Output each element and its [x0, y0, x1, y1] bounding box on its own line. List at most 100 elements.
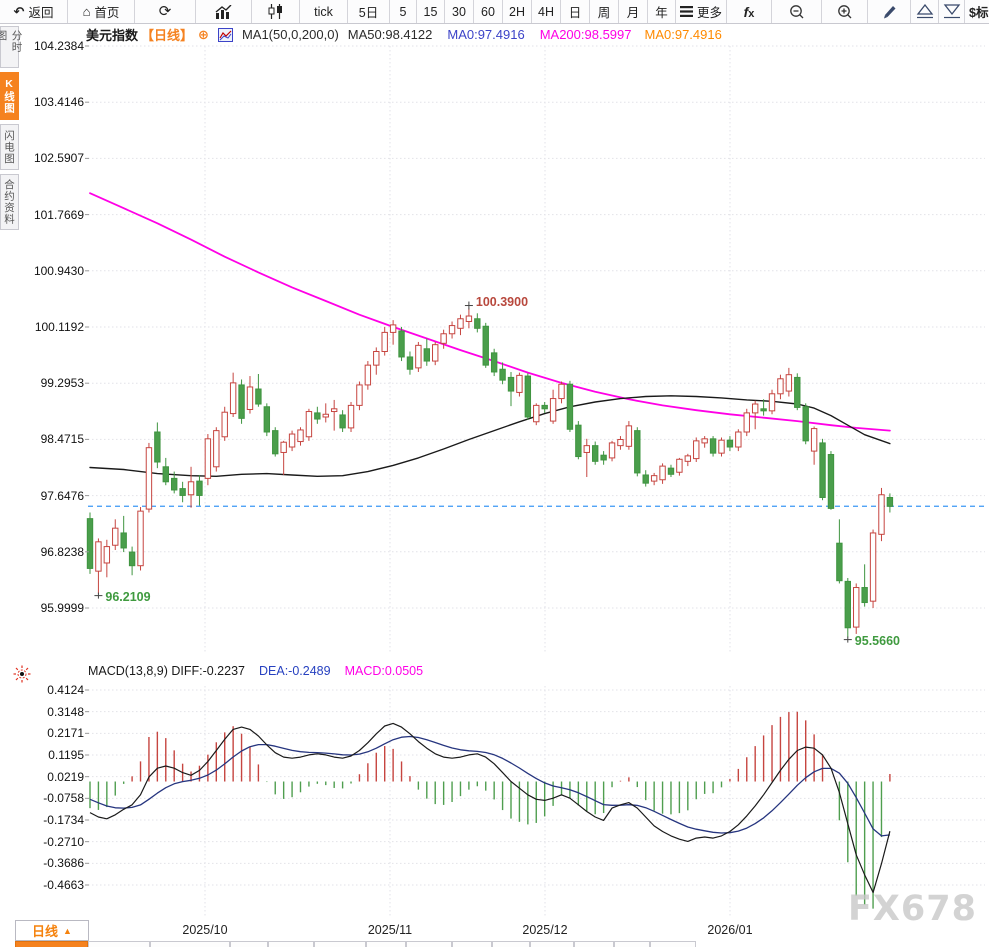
dropdown-arrow-icon: ▲	[63, 925, 72, 936]
tick-label: tick	[314, 4, 333, 19]
bottom-tab[interactable]	[314, 941, 366, 947]
price-axis-label: 96.8238	[40, 544, 84, 559]
area-chart-button[interactable]	[196, 0, 252, 23]
home-label: 首页	[94, 6, 120, 20]
period-5-label: 5	[399, 4, 407, 19]
pencil-icon	[881, 4, 897, 19]
triangle-up-icon	[916, 4, 934, 19]
bottom-tab[interactable]	[406, 941, 452, 947]
period-30-label: 30	[452, 4, 466, 19]
price-low-label: 95.5660	[854, 633, 900, 648]
period-4h-label: 4H	[538, 4, 554, 19]
bottom-tab[interactable]	[492, 941, 530, 947]
zoom-in-button[interactable]	[822, 0, 868, 23]
macd-axis-label: 0.1195	[48, 748, 84, 762]
tick-button[interactable]: tick	[300, 0, 348, 23]
period-5day-button[interactable]: 5日	[348, 0, 390, 23]
period-day-button[interactable]: 日	[561, 0, 590, 23]
macd-axis-label: -0.1734	[43, 813, 84, 827]
hamburger-icon	[679, 6, 693, 17]
triangle-down-button[interactable]	[939, 0, 965, 23]
bottom-tab[interactable]	[574, 941, 614, 947]
period-2h-label: 2H	[509, 4, 525, 19]
more-button[interactable]: 更多	[676, 0, 727, 23]
sidebar-tab-lightning-chart[interactable]: 闪电图	[0, 124, 19, 170]
triangle-down-icon	[943, 4, 961, 19]
ma-settings: MA1(50,0,200,0)	[241, 27, 339, 42]
ma0-orange-value: MA0:97.4916	[644, 27, 722, 42]
date-axis-label: 2025/11	[367, 923, 413, 937]
sidebar-tab-time-chart[interactable]: 分时图	[0, 26, 23, 68]
bottom-tab[interactable]	[452, 941, 492, 947]
ma0-blue-value: MA0:97.4916	[447, 27, 525, 42]
zoom-out-icon	[789, 4, 805, 20]
dollar-tool-button[interactable]: $标	[965, 0, 989, 23]
period-2h-button[interactable]: 2H	[503, 0, 532, 23]
period-30-button[interactable]: 30	[445, 0, 474, 23]
period-5-button[interactable]: 5	[390, 0, 417, 23]
period-60-label: 60	[481, 4, 495, 19]
bottom-tab[interactable]	[150, 941, 230, 947]
period-year-button[interactable]: 年	[648, 0, 676, 23]
period-60-button[interactable]: 60	[474, 0, 503, 23]
bottom-tab[interactable]	[614, 941, 650, 947]
add-indicator-icon[interactable]: ⊕	[198, 26, 209, 42]
price-axis-label: 102.5907	[33, 151, 84, 166]
period-month-label: 月	[626, 6, 640, 20]
macd-axis-label: 0.2171	[47, 726, 84, 741]
period-selector-label: 日线	[32, 924, 59, 939]
period-5day-label: 5日	[358, 6, 379, 20]
zoom-in-icon	[837, 4, 853, 20]
bottom-tab[interactable]	[366, 941, 406, 947]
price-axis-label: 103.4146	[33, 95, 84, 110]
bottom-tab[interactable]	[268, 941, 314, 947]
function-button[interactable]: fx	[727, 0, 772, 23]
line-chart-icon[interactable]	[217, 27, 233, 42]
price-axis-label: 95.9999	[40, 601, 84, 615]
price-axis-label: 97.6476	[40, 488, 84, 503]
period-year-label: 年	[655, 6, 668, 20]
period-month-button[interactable]: 月	[619, 0, 648, 23]
macd-hist-value: MACD:0.0505	[344, 664, 424, 678]
period-selector-dropdown[interactable]: 日线 ▲	[15, 920, 89, 941]
period-4h-button[interactable]: 4H	[532, 0, 561, 23]
macd-params-diff: MACD(13,8,9) DIFF:-0.2237	[88, 664, 245, 678]
indicator-settings-icon[interactable]	[13, 665, 31, 688]
macd-axis-label: 0.4124	[47, 683, 84, 697]
home-button[interactable]: ⌂ 首页	[68, 0, 135, 23]
refresh-button[interactable]: ⟳	[135, 0, 196, 23]
period-15-button[interactable]: 15	[417, 0, 445, 23]
back-button[interactable]: ↶ 返回	[0, 0, 68, 23]
symbol-name: 美元指数	[86, 28, 139, 43]
price-axis-label: 98.4715	[40, 432, 84, 447]
date-axis-label: 2025/12	[522, 923, 568, 937]
price-low-label: 96.2109	[105, 589, 151, 604]
sidebar-tab-contract-info[interactable]: 合约资料	[0, 174, 19, 230]
triangle-up-button[interactable]	[911, 0, 939, 23]
bottom-tab[interactable]	[88, 941, 150, 947]
candlestick-button[interactable]	[252, 0, 300, 23]
period-day-label: 日	[568, 6, 582, 20]
bottom-tab[interactable]	[230, 941, 268, 947]
period-15-label: 15	[423, 4, 438, 19]
function-icon: fx	[743, 3, 755, 20]
draw-button[interactable]	[868, 0, 911, 23]
back-label: 返回	[28, 6, 54, 20]
macd-header: MACD(13,8,9) DIFF:-0.2237 DEA:-0.2489 MA…	[88, 664, 423, 678]
date-axis-label: 2026/01	[707, 923, 753, 937]
bottom-tab[interactable]	[650, 941, 696, 947]
period-week-button[interactable]: 周	[590, 0, 619, 23]
dollar-icon: $标	[969, 6, 989, 20]
bar-chart-icon	[215, 4, 232, 19]
zoom-out-button[interactable]	[772, 0, 822, 23]
macd-axis-label: -0.3686	[43, 856, 84, 871]
price-axis-label: 99.2953	[40, 376, 84, 391]
chart-type-sidebar: 分时图 K线图 闪电图 合约资料	[0, 26, 23, 230]
sidebar-tab-kline-chart[interactable]: K线图	[0, 72, 19, 120]
macd-axis-label: 0.0219	[47, 769, 84, 784]
bottom-tab-active[interactable]	[15, 941, 88, 947]
price-axis-label: 100.1192	[34, 319, 84, 334]
bottom-tab[interactable]	[530, 941, 574, 947]
